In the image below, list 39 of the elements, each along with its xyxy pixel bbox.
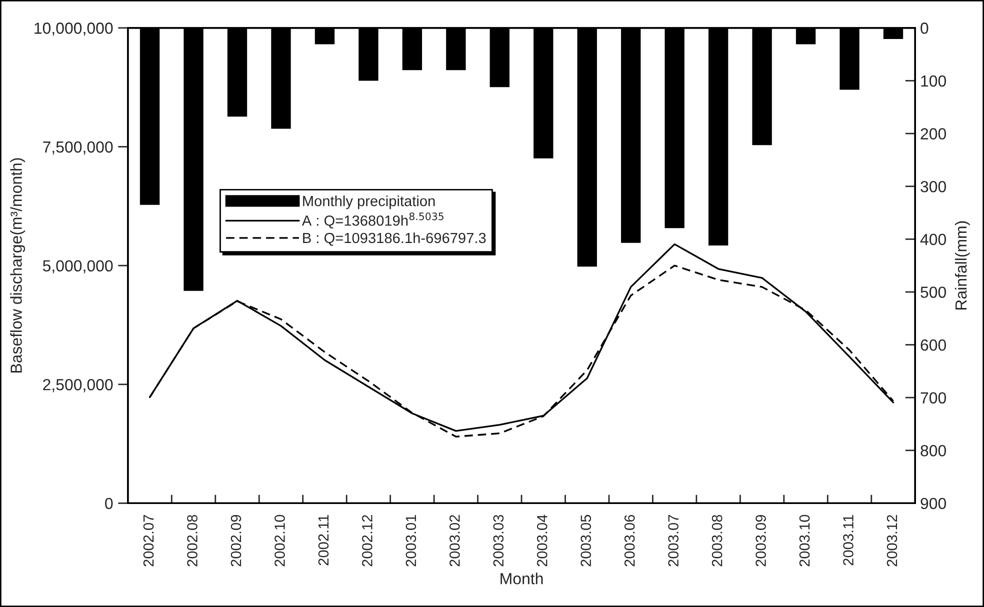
y-tick-label: 7,500,000 <box>43 141 113 155</box>
x-axis-title: Month <box>500 572 543 584</box>
legend-label: A : Q=1368019h$^{8.5035}$ <box>302 212 444 228</box>
y-tick-label: 2,500,000 <box>43 379 113 392</box>
y-axis-title: Baseflow discharge(m³/month) <box>10 158 26 373</box>
x-tick-label: 2002.10 <box>274 514 285 566</box>
x-tick-label: 2002.09 <box>230 515 242 566</box>
y2-axis-title: Rainfall(mm) <box>954 221 970 310</box>
y2-tick-label: 900 <box>920 498 946 510</box>
legend-label: Monthly precipitation <box>303 196 435 210</box>
y2-tick-label: 0 <box>920 22 928 34</box>
x-tick-label: 2002.07 <box>143 515 154 566</box>
y2-tick-label: 500 <box>920 286 946 298</box>
y2-tick-label: 100 <box>921 75 946 87</box>
legend-label: B : Q=1093186.1h-696797.3 <box>303 232 486 246</box>
y2-tick-label: 200 <box>920 128 946 140</box>
y2-tick-label: 700 <box>920 392 946 404</box>
y2-tick-label: 300 <box>920 180 946 192</box>
x-tick-label: 2003.02 <box>450 515 460 566</box>
y2-tick-label: 400 <box>920 234 946 246</box>
y2-tick-label: 800 <box>920 445 946 456</box>
x-tick-label: 2002.11 <box>318 515 329 566</box>
x-tick-label: 2003.03 <box>493 514 504 566</box>
x-tick-label: 2003.11 <box>843 515 854 566</box>
x-tick-label: 2003.01 <box>406 515 416 566</box>
x-tick-label: 2003.08 <box>712 514 722 566</box>
x-tick-label: 2003.10 <box>799 514 810 566</box>
x-tick-label: 2003.09 <box>756 515 766 566</box>
y-tick-label: 0 <box>105 498 113 510</box>
x-tick-label: 2003.04 <box>536 514 548 566</box>
y2-tick-label: 600 <box>920 339 946 351</box>
y-tick-label: 5,000,000 <box>42 260 113 274</box>
x-tick-label: 2003.07 <box>668 515 678 566</box>
x-tick-label: 2003.12 <box>886 515 898 566</box>
x-tick-label: 2003.06 <box>624 514 635 566</box>
x-tick-label: 2002.12 <box>362 515 372 566</box>
x-tick-label: 2003.05 <box>580 514 592 566</box>
x-tick-label: 2002.08 <box>187 514 198 566</box>
y-tick-label: 10,000,000 <box>34 22 113 36</box>
